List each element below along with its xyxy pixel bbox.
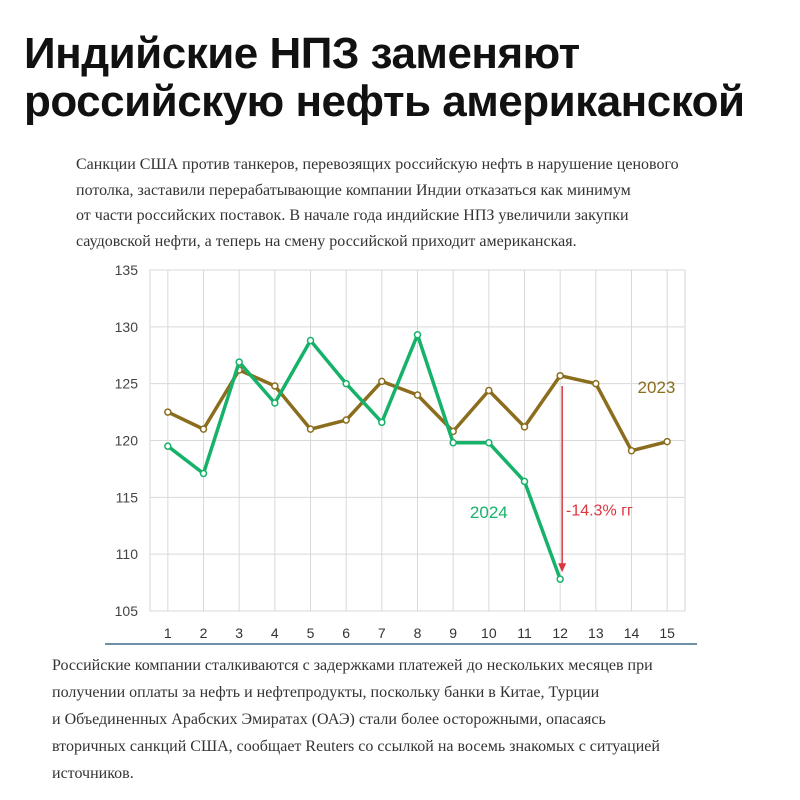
- y-tick-label: 125: [115, 376, 139, 392]
- annotation-label: -14.3% гг: [566, 503, 633, 520]
- data-point-2023: [413, 391, 422, 399]
- data-point-2023: [342, 416, 350, 424]
- lead-paragraph: Санкции США против танкеров, перевозящих…: [76, 152, 756, 254]
- data-point-2023: [520, 423, 529, 431]
- body-line: получении оплаты за нефть и нефтепродукт…: [52, 684, 600, 701]
- data-point-2023: [663, 437, 671, 446]
- x-tick-label: 6: [342, 625, 350, 641]
- data-point-2023: [199, 425, 208, 433]
- data-point-2023: [485, 386, 493, 395]
- oil-imports-chart: 105 110 115 120 125 130 135 1 2 3 4 5 6 7 8 9 10 11 12 13 1…: [100, 258, 700, 648]
- data-point-2024: [235, 358, 243, 366]
- x-tick-label: 7: [378, 625, 386, 641]
- lead-line: Санкции США против танкеров, перевозящих…: [76, 156, 679, 173]
- x-tick-label: 15: [659, 625, 675, 641]
- data-point-2024: [520, 477, 529, 486]
- data-point-2023: [306, 425, 315, 433]
- body-line: и Объединенных Арабских Эмиратах (ОАЭ) с…: [52, 711, 606, 728]
- body-line: источников.: [52, 765, 134, 782]
- x-tick-label: 5: [307, 625, 315, 641]
- x-tick-label: 8: [414, 625, 422, 641]
- data-point-2023: [556, 371, 564, 380]
- x-tick-label: 12: [552, 625, 568, 641]
- data-point-2024: [271, 399, 279, 407]
- x-tick-label: 4: [271, 625, 279, 641]
- y-tick-label: 130: [115, 319, 139, 335]
- body-line: вторичных санкций США, сообщает Reuters …: [52, 738, 660, 755]
- lead-line: потолка, заставили перерабатывающие комп…: [76, 181, 631, 199]
- series-label-2023: 2023: [638, 378, 676, 397]
- y-tick-label: 135: [115, 262, 139, 278]
- y-tick-label: 115: [116, 489, 139, 505]
- data-point-2023: [627, 446, 636, 455]
- y-tick-label: 105: [115, 603, 139, 619]
- annotation: -14.3% гг: [558, 385, 633, 573]
- data-point-2023: [378, 377, 386, 386]
- series-label-2024: 2024: [470, 503, 508, 522]
- lead-line: саудовской нефти, а теперь на смену росс…: [76, 232, 577, 250]
- data-point-2023: [164, 408, 172, 416]
- headline-line: Индийские НПЗ заменяют: [24, 29, 580, 78]
- headline: Индийские НПЗ заменяют российскую нефть …: [24, 30, 794, 126]
- lead-line: от части российских поставок. В начале г…: [76, 207, 629, 224]
- x-tick-label: 3: [235, 625, 243, 641]
- data-point-2024: [164, 442, 172, 450]
- series-line-2024: [166, 333, 562, 581]
- x-axis: 1 2 3 4 5 6 7 8 9 10 11 12 13 14 15: [164, 625, 675, 641]
- headline-line: российскую нефть американской: [24, 77, 745, 126]
- data-point-2024: [306, 336, 315, 345]
- chart-baseline-rule: [105, 643, 697, 645]
- data-point-2024: [342, 379, 350, 388]
- x-tick-label: 1: [164, 625, 172, 641]
- series: 2023 2024: [164, 331, 676, 583]
- x-tick-label: 2: [200, 625, 208, 641]
- data-point-2024: [378, 418, 386, 427]
- data-point-2024: [199, 469, 208, 478]
- data-point-2023: [271, 382, 279, 390]
- y-tick-label: 110: [116, 546, 139, 562]
- body-line: Российские компании сталкиваются с задер…: [52, 657, 653, 674]
- y-axis: 105 110 115 120 125 130 135: [115, 262, 139, 619]
- data-point-2023: [592, 379, 600, 388]
- annotation-arrow-head: [558, 563, 567, 573]
- x-tick-label: 9: [449, 625, 457, 641]
- x-tick-label: 10: [481, 625, 497, 641]
- y-tick-label: 120: [115, 433, 139, 449]
- data-point-2024: [449, 439, 457, 447]
- x-tick-label: 13: [588, 625, 604, 641]
- data-point-2024: [556, 575, 564, 583]
- data-point-2024: [413, 331, 422, 339]
- body-paragraph: Российские компании сталкиваются с задер…: [52, 652, 782, 787]
- grid: [149, 269, 686, 612]
- x-tick-label: 14: [624, 625, 640, 641]
- data-point-2024: [485, 439, 493, 447]
- x-tick-label: 11: [517, 625, 532, 641]
